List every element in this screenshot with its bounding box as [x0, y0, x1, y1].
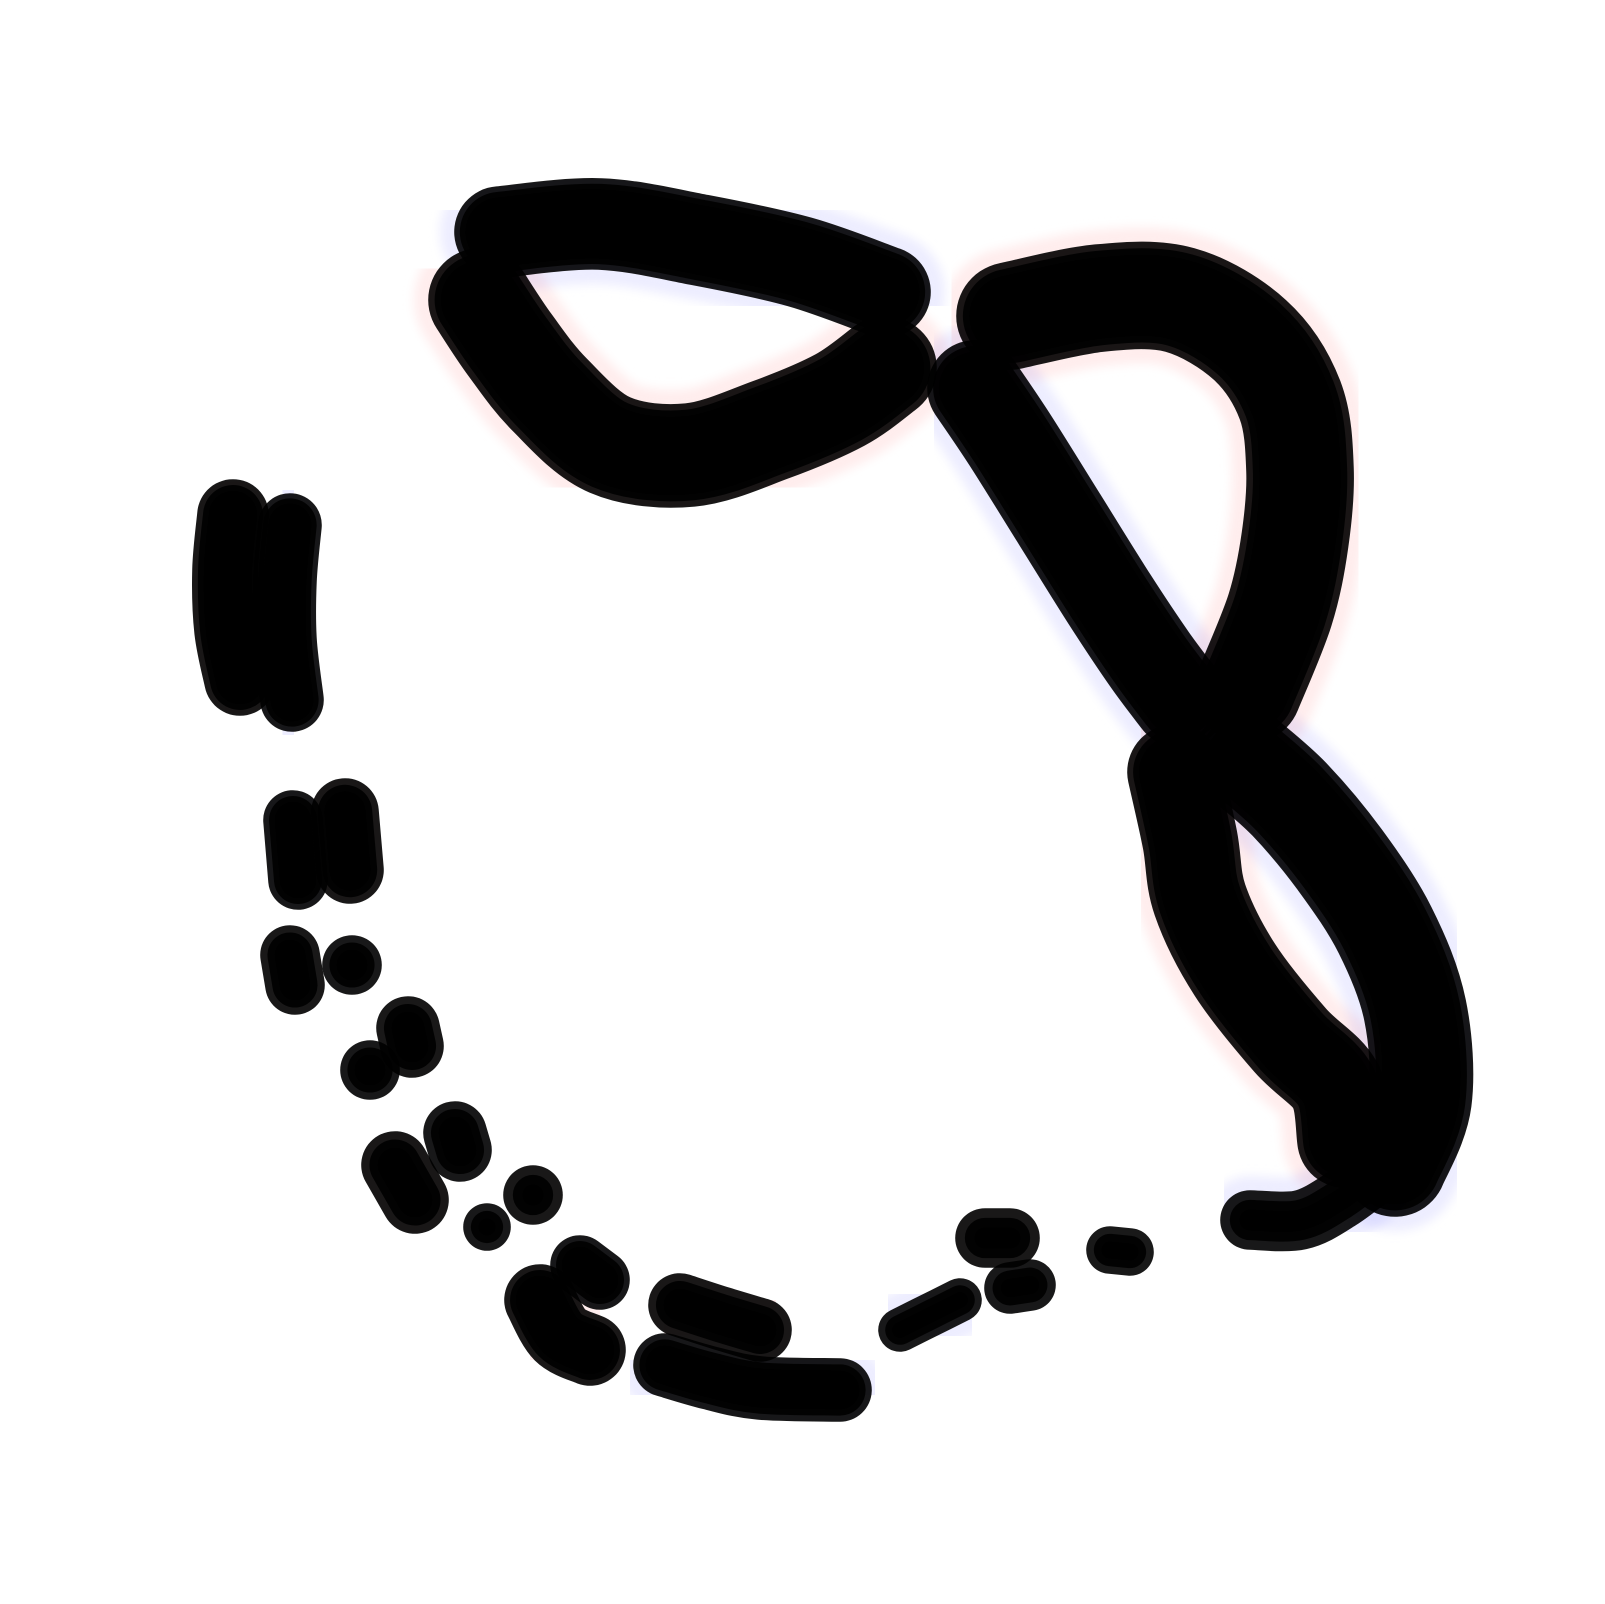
contour-band [400, 1020, 420, 1054]
lobe-left-red-lobe [192, 479, 276, 716]
lobe-bottom-red-2 [648, 1273, 792, 1362]
lobe-left-red-small [311, 778, 384, 904]
lobe-bottom-blue-1 [550, 1235, 630, 1310]
contour-band [473, 293, 892, 463]
lobes-layer [177, 163, 1488, 1436]
contour-band [1169, 766, 1351, 1146]
contour-band [1238, 753, 1428, 1172]
lobe-diagonal-blue-band [927, 340, 1228, 748]
contour-band [1001, 1276, 1039, 1297]
contour-band [386, 1156, 424, 1209]
lobe-bottom-blue-right [984, 1259, 1056, 1314]
contour-band [658, 1358, 847, 1397]
lobe-bottom-blue-tail [878, 1278, 982, 1352]
contour-band [1102, 1242, 1138, 1260]
contour-band [338, 805, 357, 877]
lobe-bottom-red-1 [504, 1264, 626, 1386]
lobe-bottom-blue-right-2 [1086, 1226, 1154, 1276]
contour-band [574, 1259, 606, 1286]
lobe-right-blue-arc [1193, 708, 1474, 1217]
contour-band [1003, 288, 1307, 697]
contour-band [494, 218, 891, 298]
lobe-top-red-arc [428, 248, 937, 508]
lobe-right-red-arc [1127, 724, 1393, 1188]
contour-band [672, 1297, 768, 1338]
contour-band [447, 1125, 468, 1158]
contour-band [893, 1293, 967, 1337]
contour-band [279, 519, 298, 706]
contour-band [969, 382, 1186, 706]
lobe-chain-red-3 [361, 1131, 449, 1234]
lobe-lower-right-blue-tail [1220, 1140, 1410, 1252]
lobe-left-blue-lobe [252, 493, 324, 732]
lobe-chain-blue-3 [423, 1101, 492, 1182]
contour-band [282, 947, 303, 993]
lobe-chain-red-2 [376, 996, 444, 1078]
lobe-chain-red-1 [260, 925, 325, 1015]
contour-band [287, 814, 304, 886]
contour-band [534, 1294, 596, 1356]
lobe-top-blue-arc [454, 178, 931, 338]
lobe-upper-right-red-arc [956, 241, 1354, 744]
contour-band [1240, 1160, 1390, 1232]
lobe-left-blue-small [263, 790, 328, 910]
lobe-bottom-blue-2 [633, 1333, 872, 1422]
contour-band [221, 509, 246, 686]
